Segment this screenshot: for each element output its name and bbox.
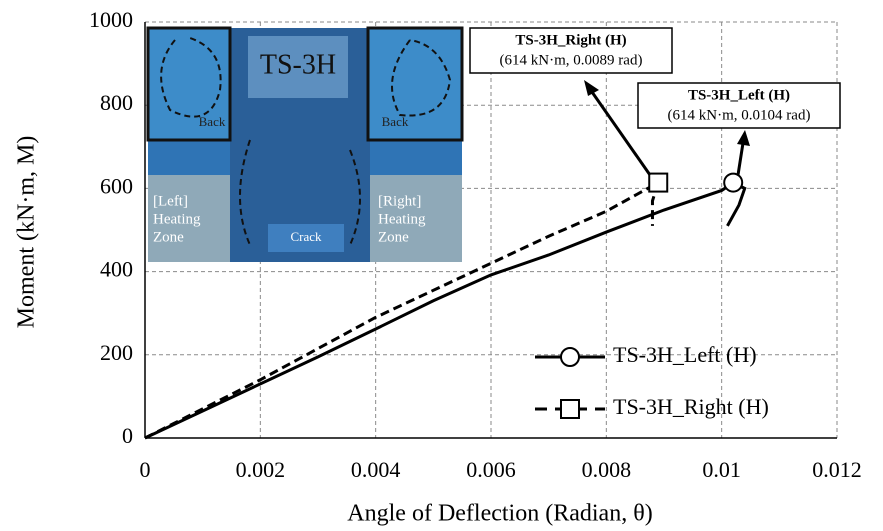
annotation-title: TS-3H_Left (H) xyxy=(688,87,790,103)
photo-back-left xyxy=(146,26,232,142)
y-tick-label: 800 xyxy=(100,90,133,115)
annotation-title: TS-3H_Right (H) xyxy=(515,32,626,48)
inset-label: Heating xyxy=(378,211,426,227)
plot xyxy=(144,22,837,440)
photo-right-zone xyxy=(370,175,462,262)
legend-marker xyxy=(560,399,580,419)
x-tick-label: 0.008 xyxy=(582,457,632,482)
photo-left-zone xyxy=(148,175,230,262)
photo-back-right xyxy=(366,26,464,142)
y-tick-label: 600 xyxy=(100,173,133,198)
annotation-text: (614 kN·m, 0.0089 rad) xyxy=(500,52,643,68)
x-axis-label: Angle of Deflection (Radian, θ) xyxy=(347,501,652,527)
marker xyxy=(723,172,744,193)
inset-label: Crack xyxy=(290,229,322,244)
y-tick-label: 1000 xyxy=(89,7,133,32)
photo-crack-bg xyxy=(268,224,344,252)
y-tick-label: 400 xyxy=(100,257,133,282)
annotation-arrowhead xyxy=(584,80,599,96)
legend: TS-3H_Left (H) TS-3H_Right (H) xyxy=(535,342,769,419)
x-tick-label: 0.004 xyxy=(351,457,401,482)
x-tick-label: 0.012 xyxy=(812,457,862,482)
marker xyxy=(648,172,669,193)
y-tick-label: 0 xyxy=(122,423,133,448)
y-axis-label: Moment (kN·m, M) xyxy=(14,136,40,329)
inset-title: TS-3H xyxy=(260,49,336,80)
inset-zones: [Left] Heating Zone [Right] Heating Zone xyxy=(153,193,426,245)
legend-label: TS-3H_Left (H) xyxy=(613,342,757,367)
inset-label: Back xyxy=(382,114,409,129)
inset-label: Heating xyxy=(153,211,201,227)
annotation-box xyxy=(469,27,673,74)
inset-label: Back xyxy=(199,114,226,129)
x-tick-label: 0.002 xyxy=(236,457,286,482)
inset-label: [Left] xyxy=(153,193,188,209)
inset-label: [Right] xyxy=(378,193,421,209)
annotation-arrowhead xyxy=(737,130,750,146)
inset-label: Zone xyxy=(153,229,184,245)
inset-photo: TS-3H Back Back Crack [Left]HeatingZone[… xyxy=(146,26,464,262)
annotation-arrow xyxy=(736,142,745,176)
x-tick-label: 0.006 xyxy=(466,457,516,482)
annotation-arrow xyxy=(590,91,652,176)
annotations: TS-3H_Right (H) (614 kN·m, 0.0089 rad) T… xyxy=(469,27,841,176)
legend-marker xyxy=(560,347,580,367)
inset-label: Zone xyxy=(378,229,409,245)
annotation-box xyxy=(637,82,841,129)
annotation-text: (614 kN·m, 0.0104 rad) xyxy=(668,107,811,123)
legend-label: TS-3H_Right (H) xyxy=(613,394,769,419)
x-tick-label: 0.01 xyxy=(702,457,741,482)
photo-title-bg xyxy=(248,36,348,98)
x-tick-label: 0 xyxy=(140,457,151,482)
y-tick-label: 200 xyxy=(100,340,133,365)
